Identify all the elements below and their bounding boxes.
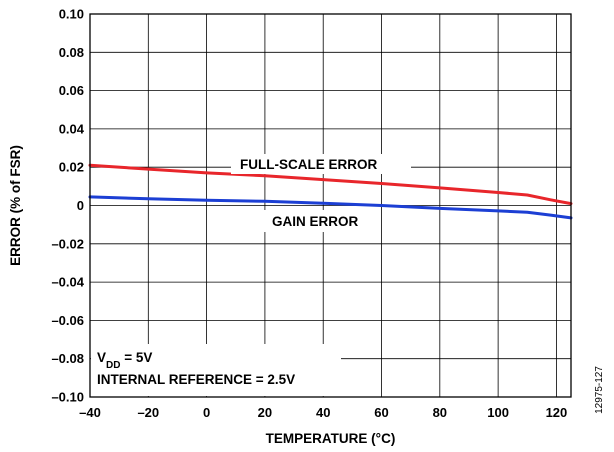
x-tick-label: 120	[546, 405, 568, 420]
y-tick-labels: 0.10 0.08 0.06 0.04 0.02 0 –0.02 –0.04 –0.06 –0.0…	[51, 7, 84, 405]
internal-reference-label: INTERNAL REFERENCE = 2.5V	[97, 372, 295, 387]
full-scale-error-line	[88, 163, 573, 206]
x-tick-label: 0	[203, 405, 210, 420]
vdd-subscript: DD	[106, 360, 120, 371]
gain-error-line	[88, 195, 573, 220]
x-tick-label: –20	[137, 405, 159, 420]
y-tick-label: 0	[77, 198, 84, 213]
vdd-prefix: V	[97, 350, 106, 365]
vdd-value: = 5V	[120, 350, 152, 365]
x-tick-label: 20	[258, 405, 272, 420]
y-tick-label: 0.06	[59, 83, 84, 98]
x-tick-label: 100	[487, 405, 509, 420]
y-tick-label: –0.08	[51, 351, 84, 366]
y-tick-label: 0.02	[59, 160, 84, 175]
y-tick-label: –0.02	[51, 236, 84, 251]
y-tick-label: 0.10	[59, 7, 84, 22]
gain-error-label-bg	[263, 210, 377, 232]
y-axis-title: ERROR (% of FSR)	[8, 145, 23, 266]
full-scale-error-label-bg	[231, 154, 411, 174]
x-tick-label: 60	[374, 405, 388, 420]
x-tick-label: 80	[433, 405, 447, 420]
x-tick-label: 40	[316, 405, 330, 420]
vdd-condition-label: VDD = 5V	[97, 350, 152, 371]
x-tick-label: –40	[79, 405, 101, 420]
y-tick-label: 0.08	[59, 45, 84, 60]
x-axis-title: TEMPERATURE (°C)	[266, 431, 396, 446]
y-tick-label: –0.06	[51, 313, 84, 328]
figure-id: 12975-127	[594, 366, 605, 414]
y-tick-label: –0.10	[51, 390, 84, 405]
series-layer	[88, 163, 573, 220]
y-tick-label: –0.04	[51, 275, 84, 290]
plot-frame	[89, 13, 572, 398]
x-tick-labels: –40 –20 0 20 40 60 80 100 120	[79, 405, 567, 420]
conditions-box-bg	[91, 344, 341, 396]
gain-error-label: GAIN ERROR	[272, 214, 359, 229]
grid-lines	[89, 13, 571, 398]
full-scale-error-label: FULL-SCALE ERROR	[240, 157, 377, 172]
y-tick-label: 0.04	[59, 121, 85, 136]
